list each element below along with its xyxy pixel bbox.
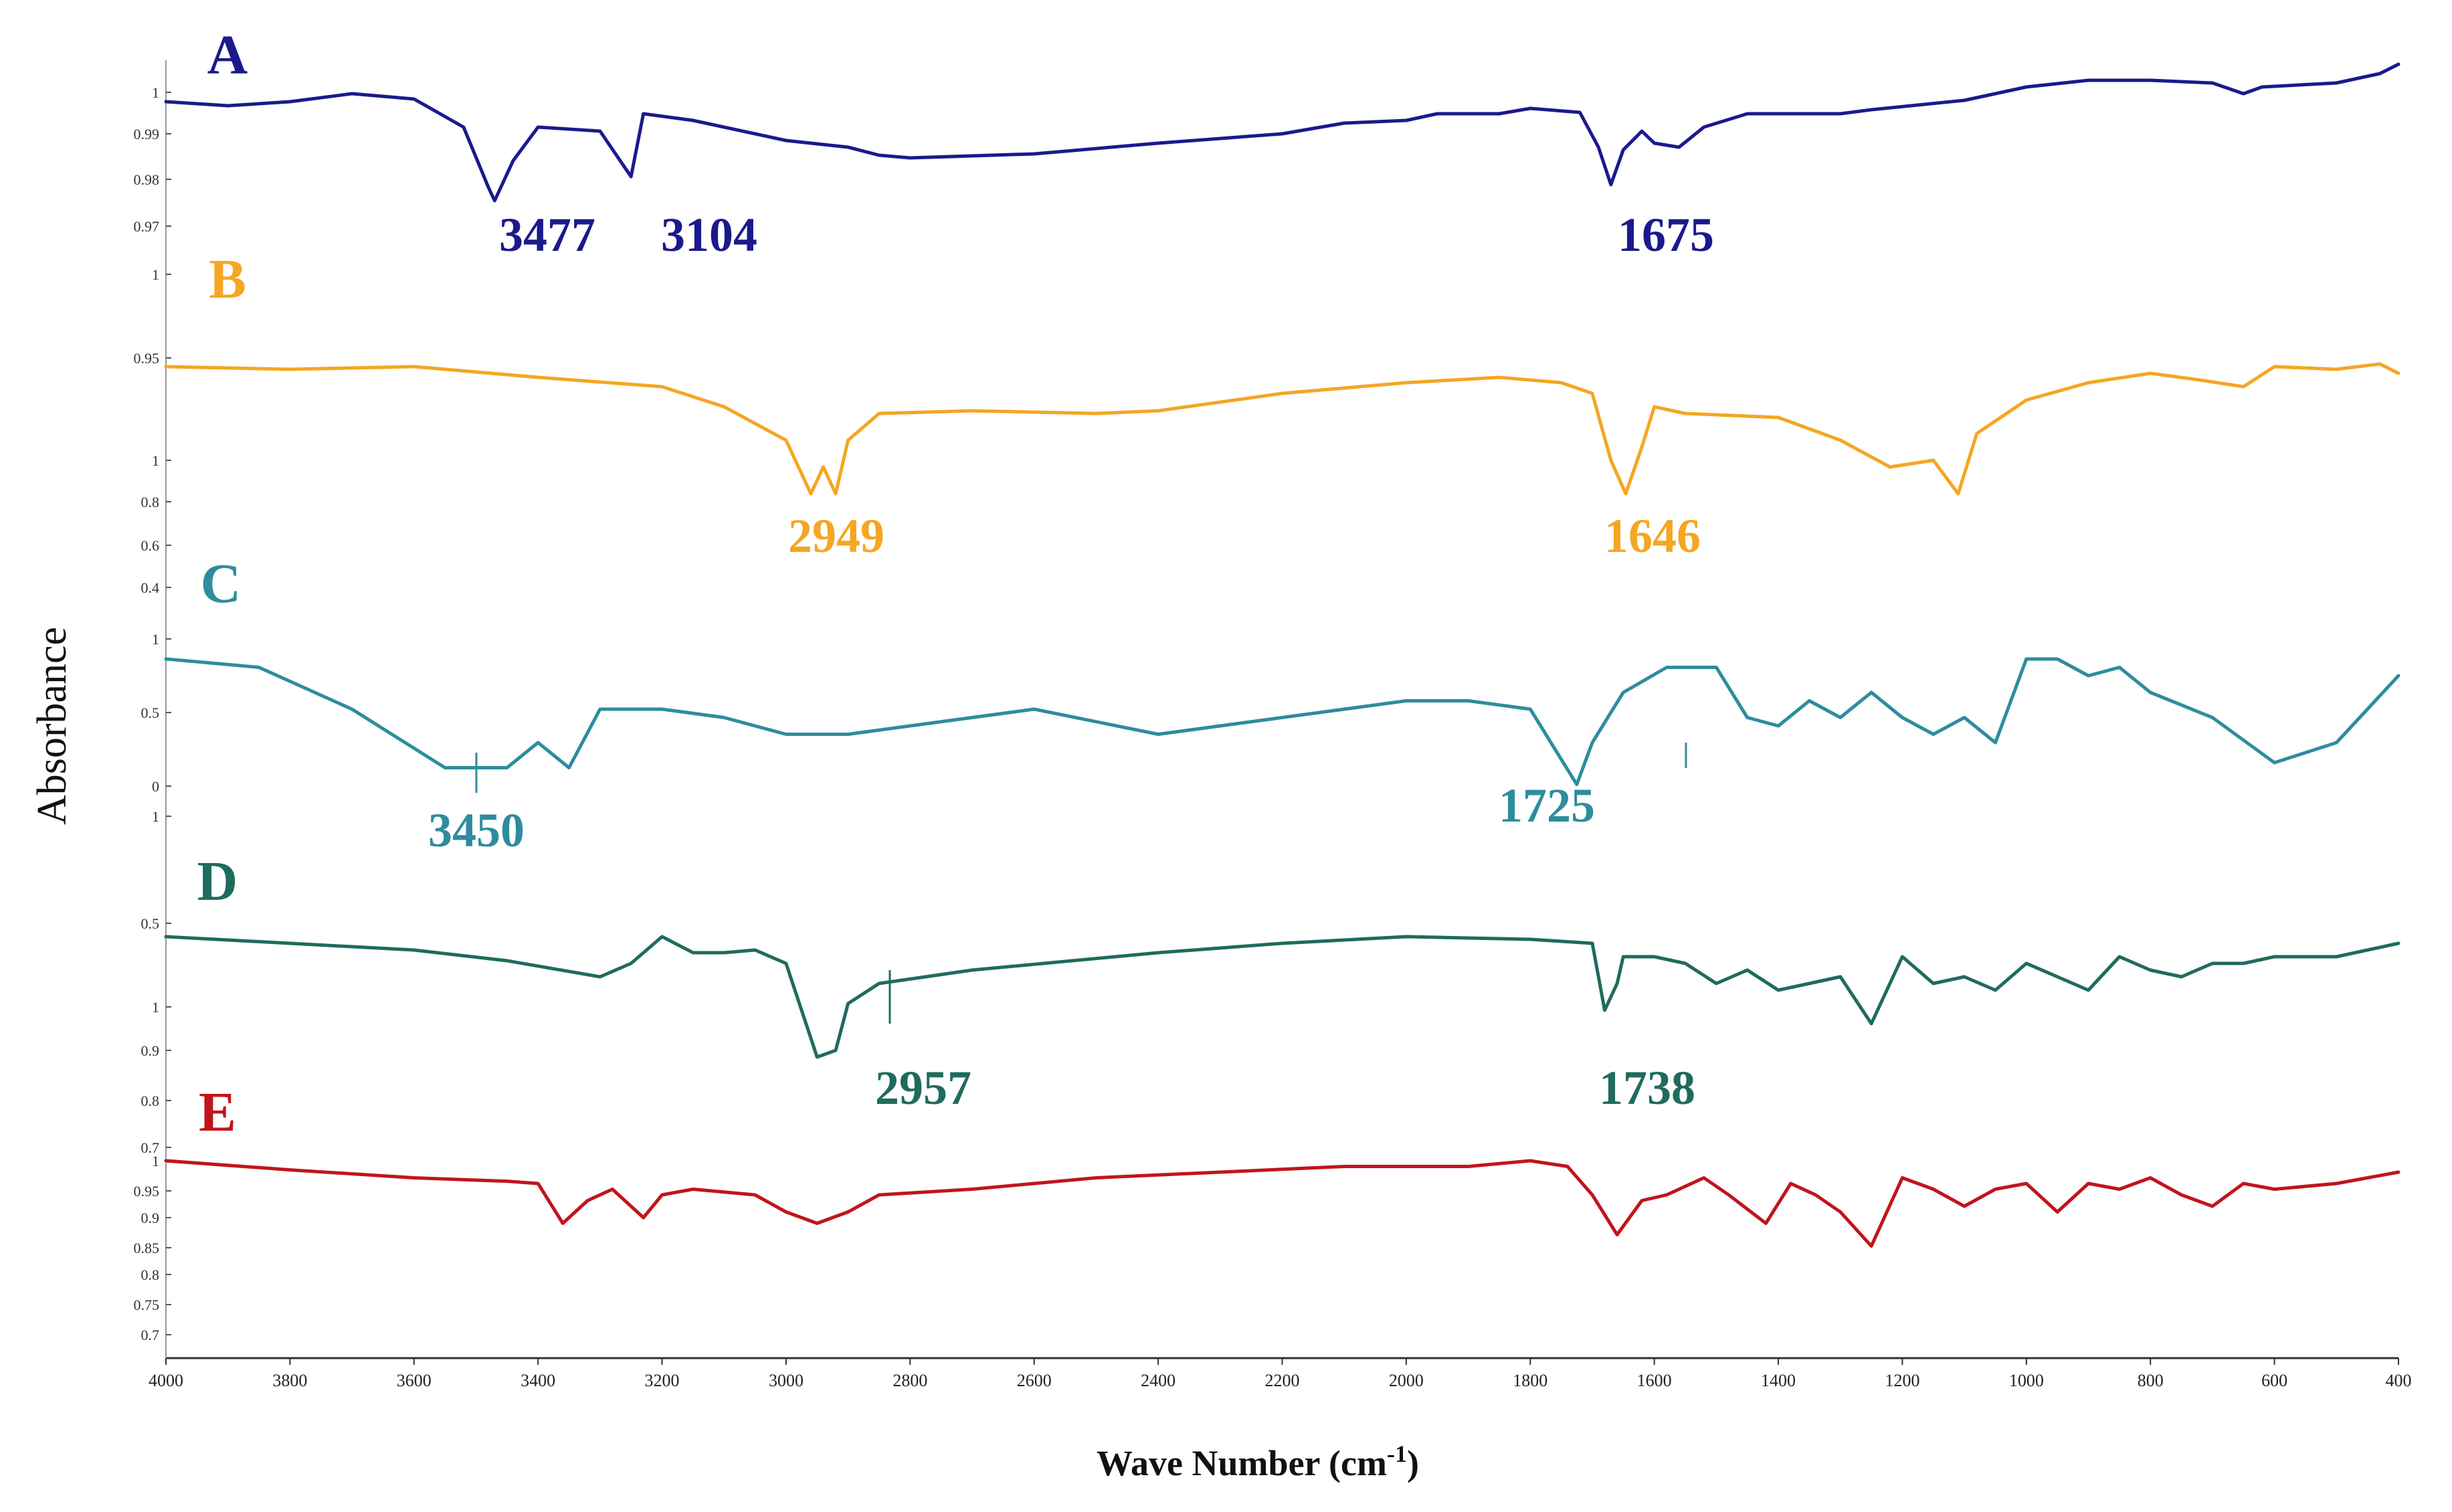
y-tick-label: 1 [152, 1153, 159, 1169]
y-tick-label: 0.9 [141, 1210, 160, 1226]
peak-label-b-1646: 1646 [1604, 509, 1701, 563]
x-tick-label: 1200 [1885, 1371, 1919, 1390]
y-axis-label: Absorbance [29, 627, 75, 825]
y-tick-label: 0.75 [134, 1297, 160, 1313]
y-tick-label: 0.98 [134, 171, 160, 188]
x-tick-label: 4000 [149, 1371, 183, 1390]
x-tick-label: 2400 [1141, 1371, 1175, 1390]
peak-label-a-3104: 3104 [661, 208, 757, 262]
y-tick-label: 1 [152, 84, 159, 101]
series-e-trace [164, 1159, 2400, 1248]
peak-label-a-3477: 3477 [499, 208, 595, 262]
peak-label-d-1738: 1738 [1599, 1061, 1695, 1115]
y-tick-group: 10.990.980.9710.9510.80.60.410.5010.510.… [134, 84, 171, 1343]
x-tick-group: 4000 3800 3600 3400 3200 3000 2800 2600 2400 2200… [149, 1358, 2412, 1390]
series-b-trace [164, 362, 2400, 496]
y-tick-label: 0.7 [141, 1139, 160, 1156]
peak-label-b-2949: 2949 [788, 509, 884, 563]
series-d-letter: D [197, 850, 238, 913]
x-axis-label-unit: -1 [1387, 1440, 1407, 1467]
x-axis-label: Wave Number (cm-1) [1097, 1440, 1419, 1483]
peak-label-c-3450: 3450 [428, 804, 525, 857]
y-tick-label: 0.9 [141, 1042, 160, 1059]
y-tick-label: 0.95 [134, 350, 160, 367]
x-tick-label: 2200 [1265, 1371, 1300, 1390]
x-tick-label: 3000 [769, 1371, 804, 1390]
x-tick-label: 3600 [397, 1371, 432, 1390]
x-tick-label: 1800 [1513, 1371, 1547, 1390]
peak-label-d-2957: 2957 [875, 1061, 971, 1115]
x-tick-label: 3200 [645, 1371, 680, 1390]
y-tick-label: 0.85 [134, 1240, 160, 1256]
series-c-trace [164, 657, 2400, 786]
y-tick-label: 0.6 [141, 537, 160, 554]
peak-label-c-1725: 1725 [1499, 779, 1595, 832]
y-tick-label: 0 [152, 778, 159, 795]
series-b-letter: B [209, 248, 246, 310]
y-tick-label: 1 [152, 631, 159, 648]
x-tick-label: 3400 [521, 1371, 555, 1390]
x-tick-label: 1400 [1761, 1371, 1796, 1390]
x-axis-label-close: ) [1407, 1443, 1419, 1483]
x-tick-label: 2800 [892, 1371, 927, 1390]
x-tick-label: 800 [2138, 1371, 2164, 1390]
x-axis-label-text: Wave Number (cm [1097, 1443, 1387, 1483]
series-e-letter: E [199, 1081, 236, 1143]
y-tick-label: 0.5 [141, 915, 160, 932]
y-tick-label: 1 [152, 999, 159, 1016]
x-tick-label: 1600 [1637, 1371, 1672, 1390]
y-tick-label: 0.97 [134, 218, 160, 235]
peak-label-a-1675: 1675 [1618, 208, 1714, 262]
x-tick-label: 2000 [1389, 1371, 1424, 1390]
y-tick-label: 0.5 [141, 704, 160, 721]
y-tick-label: 0.8 [141, 1266, 160, 1283]
y-tick-label: 0.8 [141, 494, 160, 510]
series-d-trace [164, 935, 2400, 1059]
y-tick-label: 1 [152, 452, 159, 469]
series-a-trace [164, 62, 2400, 203]
y-tick-label: 0.4 [141, 579, 160, 596]
y-tick-label: 1 [152, 808, 159, 825]
y-tick-label: 0.99 [134, 126, 160, 143]
y-tick-label: 0.95 [134, 1183, 160, 1200]
x-tick-label: 1000 [2009, 1371, 2044, 1390]
y-tick-label: 1 [152, 266, 159, 283]
x-tick-label: 2600 [1017, 1371, 1052, 1390]
series-a-letter: A [207, 24, 248, 86]
x-tick-label: 3800 [272, 1371, 307, 1390]
y-tick-label: 0.7 [141, 1327, 160, 1343]
trace-group [164, 62, 2400, 1248]
label-group: A 3477 3104 1675 B 2949 1646 C 3450 1725 D 2957 1738… [197, 24, 1714, 1143]
series-c-letter: C [201, 553, 242, 615]
x-tick-label: 400 [2386, 1371, 2412, 1390]
y-tick-label: 0.8 [141, 1093, 160, 1109]
x-tick-label: 600 [2261, 1371, 2287, 1390]
